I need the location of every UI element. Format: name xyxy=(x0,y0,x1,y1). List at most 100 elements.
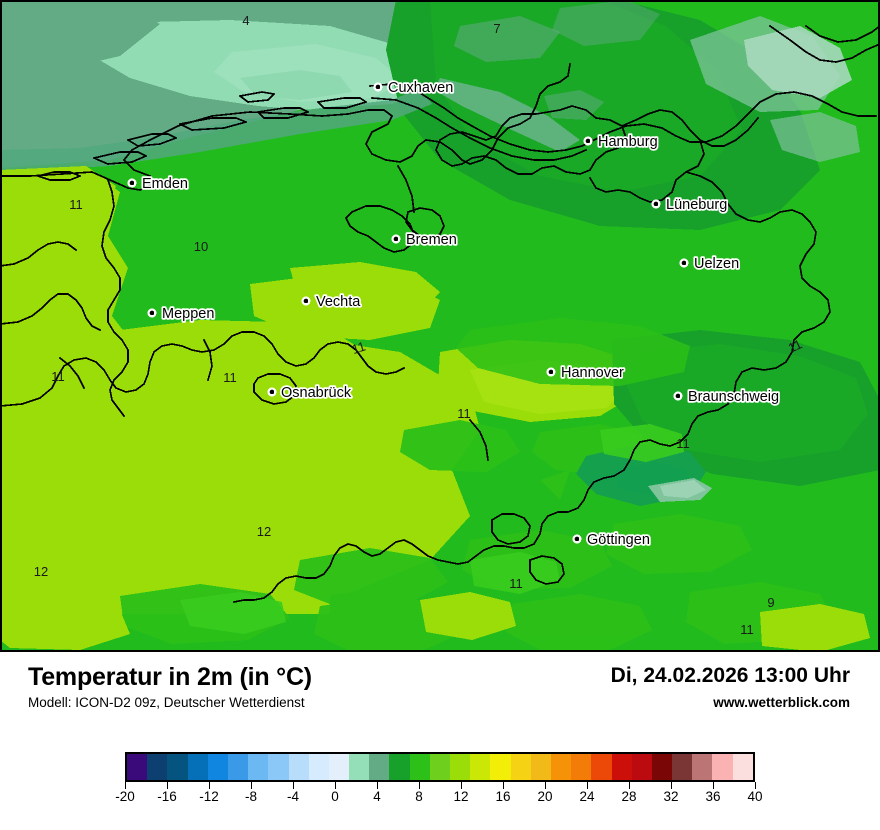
colorbar-tick-label: 32 xyxy=(663,789,679,804)
city-dot xyxy=(267,387,277,397)
colorbar-swatch xyxy=(288,754,309,780)
colorbar-swatch xyxy=(530,754,551,780)
colorbar-swatch xyxy=(470,754,491,780)
colorbar-swatch xyxy=(510,754,531,780)
legend-panel: Temperatur in 2m (in °C) Modell: ICON-D2… xyxy=(0,652,880,830)
colorbar-tick xyxy=(293,782,294,789)
city-label: Meppen xyxy=(162,306,214,322)
contour-value-label: 11 xyxy=(509,576,523,591)
colorbar-swatch xyxy=(692,754,713,780)
contour-value-label: 9 xyxy=(767,595,774,610)
colorbar-tick xyxy=(713,782,714,789)
colorbar-swatch xyxy=(349,754,370,780)
colorbar-tick xyxy=(671,782,672,789)
city-dot xyxy=(673,391,683,401)
colorbar-wrap: -20 -16 -12 -8 -4 0 4 8 12 16 20 24 28 32 36 40 xyxy=(0,747,880,817)
colorbar-tick-labels: -20 -16 -12 -8 -4 0 4 8 12 16 20 24 28 32 36 40 xyxy=(0,789,880,811)
weather-map-panel[interactable]: Cuxhaven Hamburg Emden Lüneburg Bremen Uelzen… xyxy=(0,0,880,655)
colorbar-swatch xyxy=(147,754,168,780)
colorbar-tick-label: -16 xyxy=(157,789,177,804)
city-label: Göttingen xyxy=(587,532,650,548)
colorbar-swatch xyxy=(490,754,511,780)
city-dot xyxy=(651,199,661,209)
city-label: Braunschweig xyxy=(688,389,779,405)
colorbar-tick-label: 0 xyxy=(331,789,339,804)
city-dot xyxy=(679,258,689,268)
page-title: Temperatur in 2m (in °C) xyxy=(28,663,312,691)
city-dot xyxy=(301,296,311,306)
contour-value-label: 11 xyxy=(740,622,754,637)
colorbar-tick xyxy=(209,782,210,789)
city-label: Uelzen xyxy=(694,256,739,272)
contour-value-label: 11 xyxy=(223,370,237,385)
legend-text-row: Temperatur in 2m (in °C) Modell: ICON-D2… xyxy=(0,652,880,730)
colorbar-swatch xyxy=(409,754,430,780)
title-block: Temperatur in 2m (in °C) Modell: ICON-D2… xyxy=(28,662,312,710)
site-url: www.wetterblick.com xyxy=(713,695,850,710)
contour-value-label: 11 xyxy=(350,339,367,357)
colorbar-swatch xyxy=(571,754,592,780)
colorbar-tick-label: -12 xyxy=(199,789,219,804)
city-label: Osnabrück xyxy=(281,385,352,401)
contour-value-labels-layer: 4 7 11 10 9 11 11 11 11 11 11 12 12 11 11 xyxy=(34,13,805,637)
colorbar-tick xyxy=(377,782,378,789)
colorbar-swatch xyxy=(268,754,289,780)
city-dot xyxy=(583,136,593,146)
city-label: Emden xyxy=(142,176,188,192)
colorbar-tick xyxy=(545,782,546,789)
colorbar-tick xyxy=(587,782,588,789)
colorbar-swatch xyxy=(672,754,693,780)
colorbar-swatch xyxy=(127,754,148,780)
colorbar-swatch xyxy=(369,754,390,780)
colorbar-tick-label: 36 xyxy=(705,789,721,804)
colorbar-tick-label: 8 xyxy=(415,789,423,804)
city-dot xyxy=(572,534,582,544)
colorbar-tick xyxy=(419,782,420,789)
colorbar-swatch xyxy=(328,754,350,780)
city-label: Vechta xyxy=(316,294,361,310)
contour-value-label: 10 xyxy=(194,239,208,254)
colorbar-tick-label: 24 xyxy=(579,789,595,804)
colorbar-tick-label: 40 xyxy=(747,789,763,804)
colorbar-tick-label: 28 xyxy=(621,789,637,804)
colorbar-swatch xyxy=(389,754,410,780)
colorbar-swatch xyxy=(167,754,188,780)
colorbar-swatch xyxy=(712,754,733,780)
colorbar-tick-label: 16 xyxy=(495,789,511,804)
colorbar-swatch xyxy=(429,754,450,780)
meta-block: Di, 24.02.2026 13:00 Uhr www.wetterblick… xyxy=(611,664,850,710)
colorbar-tick xyxy=(167,782,168,789)
contour-value-label: 12 xyxy=(34,564,48,579)
contour-value-label: 11 xyxy=(69,197,83,212)
colorbar-tick-label: -8 xyxy=(244,789,258,804)
colorbar-tick xyxy=(125,782,126,789)
colorbar-swatch xyxy=(187,754,208,780)
city-markers-layer: Cuxhaven Hamburg Emden Lüneburg Bremen Uelzen… xyxy=(127,78,781,550)
colorbar-tick xyxy=(461,782,462,789)
model-subtitle: Modell: ICON-D2 09z, Deutscher Wetterdie… xyxy=(28,695,305,710)
city-label: Cuxhaven xyxy=(388,80,453,96)
city-dot xyxy=(546,367,556,377)
colorbar-ticks xyxy=(125,782,756,790)
colorbar-tick-label: 4 xyxy=(373,789,381,804)
colorbar-swatch xyxy=(550,754,572,780)
colorbar-swatch xyxy=(207,754,228,780)
contour-value-label: 11 xyxy=(676,436,690,451)
city-label: Hannover xyxy=(561,365,624,381)
colorbar-swatch xyxy=(308,754,329,780)
colorbar-tick xyxy=(503,782,504,789)
colorbar-swatch xyxy=(450,754,471,780)
temperature-colorbar[interactable] xyxy=(125,752,755,782)
colorbar-tick xyxy=(335,782,336,789)
colorbar-tick xyxy=(251,782,252,789)
contour-value-label: 11 xyxy=(786,336,805,355)
valid-time: Di, 24.02.2026 13:00 Uhr xyxy=(610,664,850,687)
colorbar-tick xyxy=(629,782,630,789)
colorbar-swatch xyxy=(227,754,249,780)
colorbar-tick-label: 20 xyxy=(537,789,553,804)
city-dot xyxy=(147,308,157,318)
colorbar-swatch xyxy=(248,754,269,780)
contour-value-label: 12 xyxy=(257,524,271,539)
city-label: Bremen xyxy=(406,232,457,248)
contour-value-label: 7 xyxy=(493,21,500,36)
